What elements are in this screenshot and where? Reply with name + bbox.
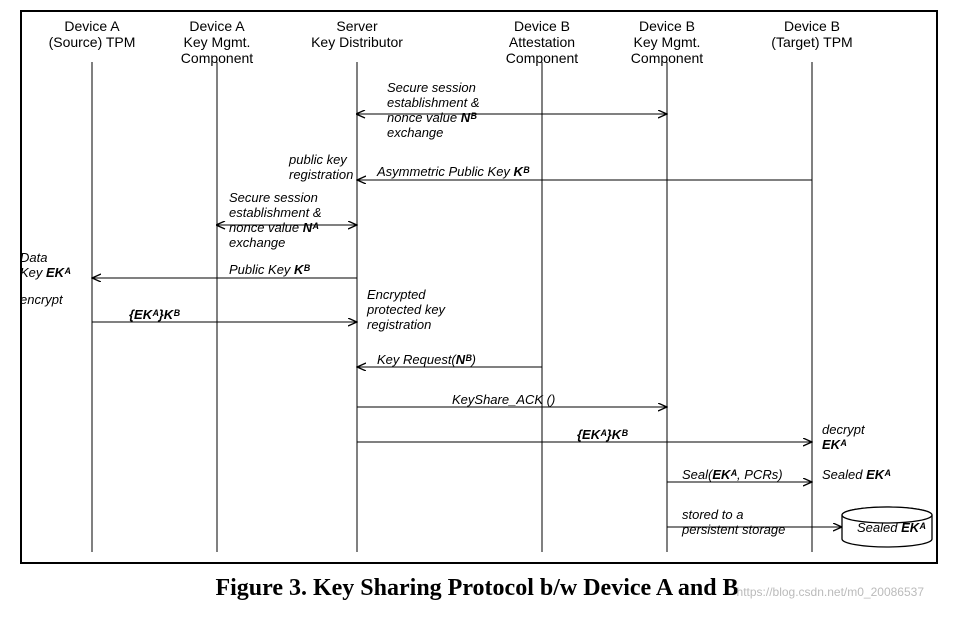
label-m9a: Seal(EKᴬ, PCRs) — [682, 467, 783, 482]
label-cyl: Sealed EKᴬ — [857, 520, 926, 535]
label-m5c: Encryptedprotected keyregistration — [367, 287, 445, 332]
label-m1: Secure sessionestablishment &nonce value… — [387, 80, 480, 140]
label-m2b: Asymmetric Public Key Kᴮ — [377, 164, 529, 179]
label-m4a: DataKey EKᴬ — [20, 250, 71, 280]
label-m4b: Public Key Kᴮ — [229, 262, 310, 277]
label-m6: Key Request(Nᴮ) — [377, 352, 476, 367]
label-m7: KeyShare_ACK () — [452, 392, 555, 407]
label-m2a: public keyregistration — [289, 152, 353, 182]
sequence-diagram-box: Device A(Source) TPMDevice AKey Mgmt.Com… — [20, 10, 938, 564]
label-m8a: {EKᴬ}Kᴮ — [577, 427, 628, 442]
label-m3: Secure sessionestablishment &nonce value… — [229, 190, 322, 250]
label-m8b: decryptEKᴬ — [822, 422, 865, 452]
label-m5a: encrypt — [20, 292, 63, 307]
label-m10: stored to apersistent storage — [682, 507, 785, 537]
label-m5b: {EKᴬ}Kᴮ — [129, 307, 180, 322]
label-m9b: Sealed EKᴬ — [822, 467, 891, 482]
watermark-text: https://blog.csdn.net/m0_20086537 — [737, 585, 924, 599]
